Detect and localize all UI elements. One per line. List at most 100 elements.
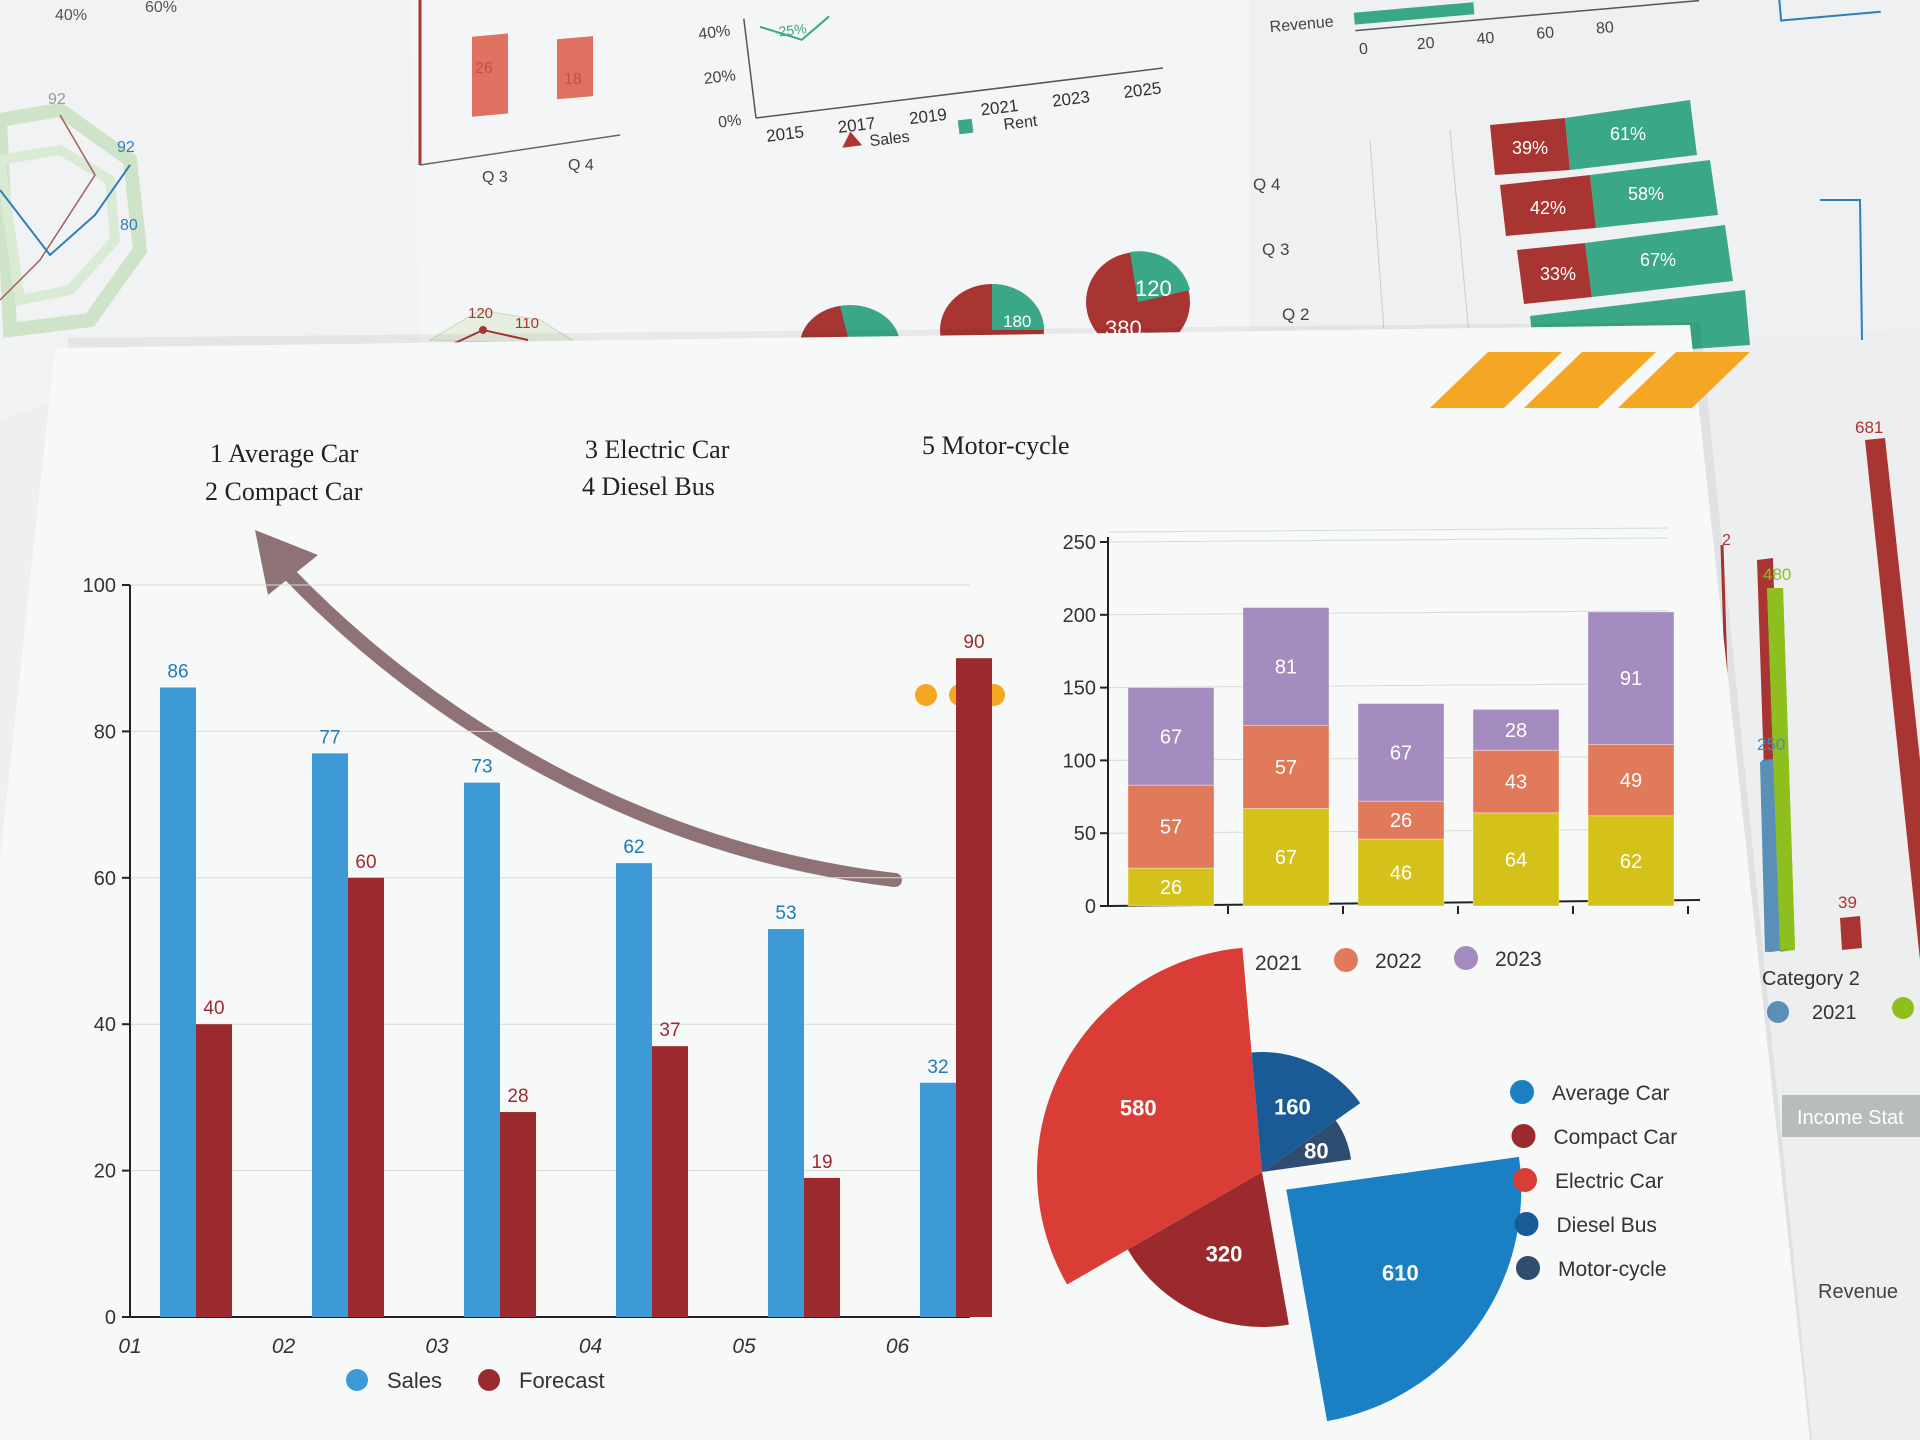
pie-legend: Average Car Compact Car Electric Car Diesel…	[1510, 1080, 1677, 1281]
bars	[160, 658, 992, 1317]
pie-value-label: 80	[1304, 1139, 1328, 1164]
vehicle-pie-chart: 610 320 580 160 80 Average Car Compact Car Ele…	[1036, 947, 1677, 1422]
forecast-value-label: 60	[355, 852, 376, 873]
frame-corner	[1820, 199, 1863, 341]
stack-segment-2022	[1587, 743, 1675, 817]
y-tick-label: 150	[1063, 678, 1096, 700]
legend-label-2021: 2021	[1255, 952, 1302, 975]
mini-pie-slice	[992, 284, 1044, 330]
axis-line	[755, 67, 1164, 119]
sheet-top-left	[0, 0, 440, 420]
small-radar-label: 110	[515, 315, 539, 332]
curved-arrow	[255, 530, 902, 887]
bg-bar	[1865, 438, 1920, 960]
axis-tick: 60	[1536, 24, 1555, 42]
hbar-label: 42%	[1530, 198, 1566, 218]
legend-label-2023: 2023	[1495, 948, 1542, 971]
tab-label: Income Stat	[1797, 1107, 1904, 1129]
radar-ring	[0, 102, 148, 338]
mini-pie-slice	[1130, 251, 1190, 302]
segment-value-label: 57	[1275, 757, 1297, 779]
bg-bar	[1767, 588, 1795, 950]
category-label: Q 4	[1253, 175, 1280, 194]
segment-value-label: 62	[1620, 851, 1642, 873]
bar-category-label: Q 4	[568, 157, 594, 174]
axis-tick: 2019	[908, 105, 948, 128]
forecast-bar	[956, 658, 992, 1317]
frame-corner	[1776, 0, 1881, 22]
sales-bar	[312, 753, 348, 1317]
bar-category-label: Q 3	[482, 169, 508, 186]
segment-value-label: 57	[1160, 817, 1182, 839]
pie-legend-dot	[1516, 1256, 1540, 1280]
stacked-bars	[1127, 607, 1689, 914]
pie-legend-label: Diesel Bus	[1557, 1214, 1657, 1237]
hbar-left	[1490, 118, 1570, 175]
orange-parallelogram	[1618, 352, 1750, 408]
vehicle-list-item: 1 Average Car	[210, 439, 359, 468]
hbar-label: 58%	[1628, 184, 1664, 204]
small-radar-point	[479, 326, 487, 334]
bar-value-label: 480	[1763, 565, 1791, 584]
pie-value-label: 320	[1206, 1241, 1243, 1266]
x-tick-label: 05	[732, 1335, 756, 1358]
sales-value-label: 32	[927, 1057, 948, 1078]
pie-legend-label: Compact Car	[1554, 1126, 1678, 1149]
arrow-head	[255, 530, 318, 595]
bar-value-label: 39	[1838, 893, 1857, 912]
hbar-right	[1565, 100, 1697, 170]
bg-bar	[1840, 916, 1862, 950]
radar-label: 92	[117, 139, 135, 156]
axis-tick: 0	[1358, 41, 1368, 59]
sales-value-label: 86	[167, 661, 188, 682]
sheet-top-center	[410, 0, 1310, 350]
axis-line	[1355, 0, 1700, 32]
bg-bar	[557, 36, 593, 100]
y-axis-ticks: 0 50 100 150 200 250	[1063, 532, 1108, 918]
y-tick-label: 60	[94, 868, 116, 890]
forecast-value-label: 40	[203, 998, 224, 1019]
forecast-bar	[500, 1112, 536, 1317]
y-tick-label: 80	[94, 721, 116, 743]
segment-value-label: 43	[1505, 772, 1527, 794]
line-point-label: 25%	[778, 20, 808, 39]
x-tick-label: 06	[886, 1335, 910, 1358]
grid-line	[1107, 527, 1669, 533]
radar-ring	[0, 144, 121, 306]
y-tick-label: 0	[105, 1307, 116, 1329]
segment-value-label: 81	[1275, 656, 1297, 678]
x-axis-ticks: 01 02 03 04 05 06	[118, 1335, 909, 1358]
legend-label: Rent	[1003, 113, 1039, 134]
segment-value-label: 46	[1390, 863, 1412, 885]
radar-series-blue	[0, 164, 131, 257]
axis-tick: 2023	[1051, 87, 1091, 110]
stack-segment-2021	[1587, 815, 1675, 907]
sales-bar	[464, 782, 500, 1317]
sales-value-label: 73	[471, 757, 492, 778]
bg-tick-label: 60%	[145, 0, 177, 16]
bg-horizontal-stacked-chart: Q 4 Q 3 Q 2 39% 61% 42% 58% 33% 67%	[1253, 100, 1863, 360]
pie-slices	[1036, 947, 1522, 1422]
forecast-bar	[196, 1024, 232, 1317]
forecast-value-label: 19	[811, 1152, 832, 1173]
x-tick-label: 02	[272, 1335, 296, 1358]
stack-segment-2023	[1472, 708, 1560, 751]
y-tick-label: 0	[1085, 896, 1096, 918]
segment-value-label: 28	[1505, 720, 1527, 742]
axis-title: Revenue	[1269, 14, 1334, 37]
pie-value-label: 580	[1120, 1096, 1157, 1121]
orange-parallelogram	[1430, 352, 1562, 408]
pie-legend-dot	[1513, 1168, 1537, 1192]
mini-pie-slice	[800, 306, 850, 345]
legend: Sales Forecast	[346, 1368, 605, 1393]
axis-tick: 2021	[980, 96, 1020, 119]
legend-dot-sales	[346, 1369, 368, 1391]
hbar-label: 39%	[1512, 138, 1548, 158]
pie-legend-label: Motor-cycle	[1558, 1258, 1667, 1281]
segment-labels: 26 57 67 67 57 81 46 26 67 64 43 28 62 49 91	[1160, 656, 1642, 899]
bg-bar	[472, 33, 508, 117]
radar-series-brown	[0, 114, 96, 301]
bg-radar-chart: 40% 60% 92 92 80	[0, 0, 177, 338]
main-sheet	[0, 322, 1812, 1440]
